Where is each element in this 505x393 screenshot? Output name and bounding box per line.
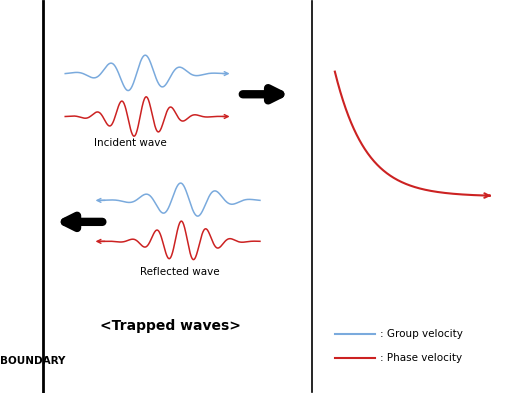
Text: BOUNDARY: BOUNDARY xyxy=(1,356,66,367)
Text: Reflected wave: Reflected wave xyxy=(140,267,220,277)
Text: : Phase velocity: : Phase velocity xyxy=(379,353,461,364)
Text: Incident wave: Incident wave xyxy=(93,138,166,148)
Text: : Group velocity: : Group velocity xyxy=(379,329,462,339)
Text: <Trapped waves>: <Trapped waves> xyxy=(99,320,240,333)
